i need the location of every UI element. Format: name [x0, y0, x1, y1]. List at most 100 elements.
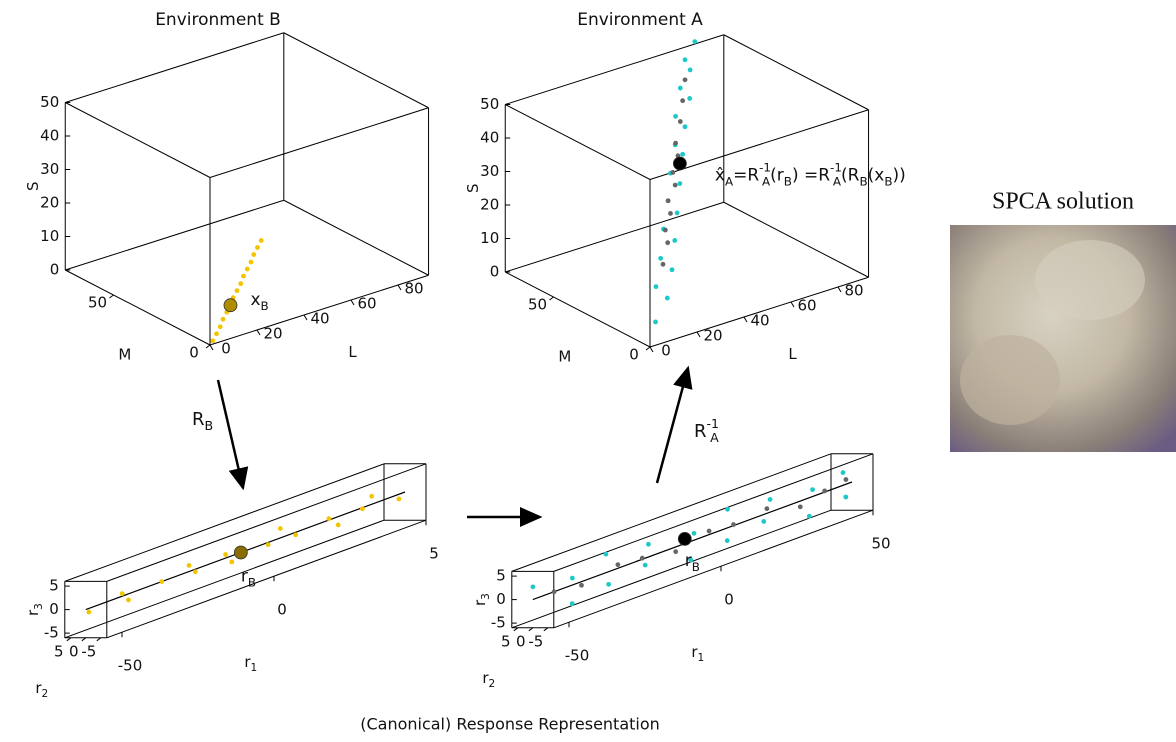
x-tick-label: 80: [404, 280, 423, 298]
point: [680, 151, 686, 157]
x-tick-label: 0: [724, 591, 734, 609]
y-tick-label: 5: [54, 642, 64, 660]
highlight-label-part: A: [725, 174, 734, 188]
z-axis-label-part: r: [23, 609, 41, 616]
z-axis-label: S: [464, 183, 482, 193]
image-detail: [1035, 240, 1145, 320]
highlight-label-part: (R: [841, 166, 860, 186]
point: [159, 579, 165, 584]
tick-mark: [528, 627, 534, 632]
tick-mark: [543, 627, 549, 632]
point: [822, 488, 828, 494]
point: [764, 506, 770, 512]
y-tick-label: 50: [88, 294, 107, 312]
x-tick-label: 80: [844, 282, 863, 300]
y-axis-label-part: 2: [489, 678, 496, 690]
box-edge: [65, 199, 284, 271]
box-edge: [283, 32, 429, 109]
highlight-label-part: (x: [868, 166, 885, 186]
point: [396, 496, 402, 502]
y-tick-label: 0: [629, 346, 639, 364]
z-axis-label-part: 3: [33, 603, 45, 610]
point: [217, 324, 223, 330]
z-tick-label: 20: [40, 194, 59, 212]
highlight-label-part: B: [859, 174, 867, 188]
point: [220, 316, 226, 322]
z-tick-label: 30: [480, 162, 499, 180]
z-tick-label: 5: [49, 577, 59, 595]
point: [126, 597, 131, 603]
arrow-label-part: R: [694, 421, 707, 442]
highlight-label-part: -1: [759, 160, 771, 174]
x-tick-label: 40: [310, 310, 329, 328]
point: [186, 563, 192, 568]
point: [724, 538, 730, 544]
x-axis-label: L: [788, 345, 797, 363]
tick-mark: [303, 314, 308, 321]
x-axis-label-part: r: [244, 652, 251, 670]
point: [615, 562, 621, 568]
point: [687, 67, 693, 73]
box-edge: [649, 276, 869, 348]
x-tick-label: 60: [357, 295, 376, 313]
box-edge: [209, 107, 429, 178]
point: [664, 295, 670, 301]
highlight-label-part: =R: [733, 166, 759, 186]
y-tick-label: -5: [528, 632, 543, 650]
point: [660, 261, 666, 267]
point: [669, 267, 675, 273]
point: [241, 273, 246, 279]
point: [293, 532, 299, 538]
point: [551, 589, 557, 595]
highlight-label-part: A: [762, 174, 771, 188]
z-axis-label-part: 3: [480, 593, 492, 600]
point: [646, 541, 651, 547]
point: [797, 504, 803, 510]
point: [677, 181, 683, 187]
highlight-point: [672, 156, 687, 171]
point: [255, 245, 260, 250]
x-tick-label: -50: [565, 647, 590, 665]
y-tick-label: 0: [69, 642, 79, 660]
box-edge: [65, 32, 284, 103]
point: [840, 470, 846, 475]
point: [673, 113, 678, 119]
arrow-label-part: R: [192, 409, 205, 430]
y-axis-label: M: [118, 346, 131, 364]
box-edge: [649, 109, 869, 180]
point: [761, 519, 767, 524]
point: [662, 227, 668, 233]
tick-mark: [837, 286, 842, 293]
highlight-label-part: B: [261, 299, 269, 313]
tick-mark: [513, 627, 519, 632]
point: [530, 584, 536, 590]
highlight-label-part: A: [833, 174, 842, 188]
arrow-label: R-1 A: [694, 416, 719, 445]
box-edge: [505, 271, 651, 348]
point: [244, 266, 250, 272]
z-tick-label: -5: [491, 614, 506, 632]
y-tick-label: 50: [528, 296, 547, 314]
z-tick-label: 30: [40, 160, 59, 178]
y-axis-label: M: [558, 348, 571, 366]
point: [569, 601, 575, 607]
point: [238, 281, 244, 287]
arrow: [216, 379, 249, 491]
point: [682, 57, 688, 63]
x-tick-label: 40: [750, 312, 769, 330]
point: [265, 542, 271, 548]
tick-mark: [645, 346, 651, 351]
z-tick-label: 40: [40, 127, 59, 145]
highlight-label-part: ) =R: [792, 166, 830, 186]
y-axis-label-part: r: [35, 678, 42, 696]
point: [682, 77, 688, 83]
highlight-label-part: r: [685, 551, 692, 571]
x-axis-label-part: 1: [698, 652, 705, 664]
highlight-point: [223, 298, 238, 313]
z-tick-label: 0: [496, 590, 506, 608]
point: [706, 528, 712, 534]
point: [192, 569, 198, 575]
highlight-point: [677, 532, 692, 546]
box-edge: [505, 34, 724, 105]
